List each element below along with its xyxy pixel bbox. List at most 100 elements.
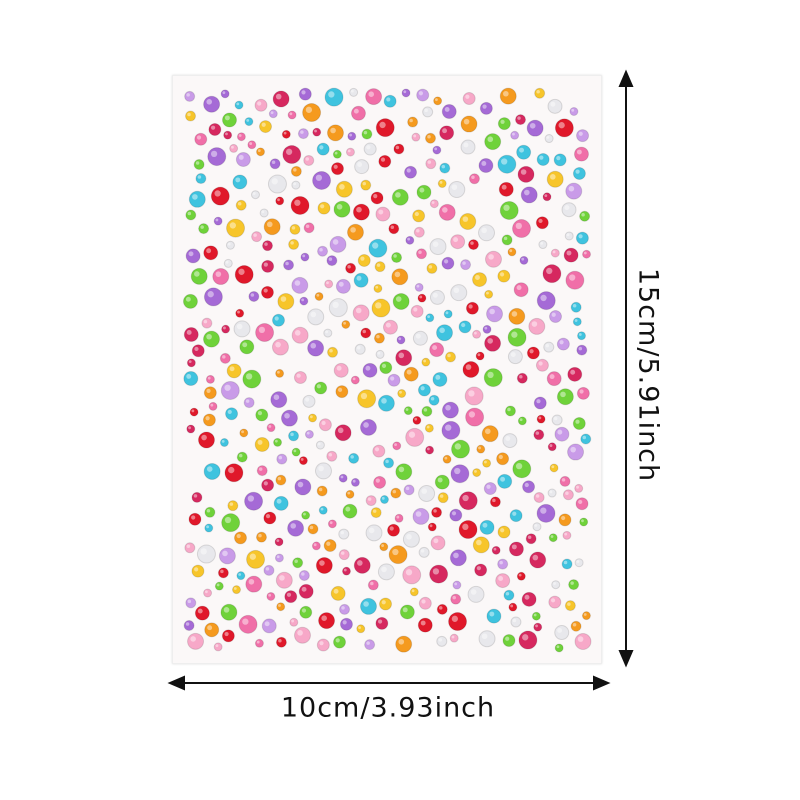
gem [572, 417, 586, 431]
gem-highlight [499, 560, 503, 565]
gem-highlight [539, 155, 544, 160]
gem [222, 112, 238, 128]
gem [338, 473, 348, 483]
gem [255, 323, 275, 343]
gem-highlight [305, 224, 310, 228]
gem [186, 358, 196, 368]
gem [317, 245, 329, 257]
gem [290, 165, 302, 177]
gem [276, 602, 286, 612]
gem-highlight [576, 560, 580, 563]
gem-highlight [319, 247, 323, 252]
gem-highlight [377, 619, 383, 624]
gem-highlight [325, 330, 329, 334]
gem [235, 199, 247, 211]
gem-highlight [454, 467, 461, 475]
gem [441, 104, 457, 120]
gem [221, 513, 241, 533]
gem-highlight [378, 209, 384, 215]
gem [307, 523, 319, 535]
gem-highlight [432, 292, 438, 298]
gem-highlight [333, 588, 339, 594]
gem-highlight [540, 241, 544, 245]
gem [479, 519, 495, 535]
gem-highlight [437, 477, 443, 483]
gem-highlight [237, 310, 240, 314]
gem [302, 103, 322, 123]
gem-highlight [206, 388, 211, 394]
gem-highlight [465, 364, 472, 370]
gem-highlight [332, 239, 339, 245]
gem-highlight [420, 386, 425, 391]
gem-highlight [320, 507, 324, 511]
gem-highlight [568, 185, 575, 192]
gem [486, 305, 504, 323]
gem [522, 480, 536, 494]
gem [236, 451, 248, 463]
gem-highlight [389, 526, 394, 531]
gem-highlight [293, 182, 297, 186]
gem-highlight [372, 509, 377, 513]
gem [387, 523, 401, 537]
gem-highlight [268, 593, 272, 597]
gem [353, 272, 369, 288]
gem [510, 616, 522, 628]
gem [342, 503, 358, 519]
gem [203, 386, 217, 400]
gem-highlight [413, 307, 418, 312]
gem-highlight [571, 108, 575, 112]
gem-highlight [519, 374, 523, 379]
gem-highlight [414, 211, 419, 217]
gem-highlight [326, 541, 331, 546]
gem [247, 140, 257, 150]
gem [272, 90, 290, 108]
gem-highlight [273, 394, 280, 400]
gem-highlight [231, 145, 234, 149]
gem [263, 511, 277, 525]
gem [478, 224, 496, 242]
gem-highlight [238, 453, 243, 458]
gem [370, 507, 382, 519]
gem-highlight [535, 431, 540, 435]
gem-highlight [499, 272, 505, 277]
gem-highlight [406, 534, 412, 540]
gem [508, 541, 524, 557]
gem-highlight [290, 523, 297, 529]
gem-highlight [577, 636, 584, 642]
gem-highlight [570, 581, 574, 585]
gem-highlight [275, 341, 281, 348]
gem [507, 327, 527, 347]
gem-highlight [249, 553, 257, 560]
gem-highlight [280, 296, 287, 302]
gem-highlight [356, 206, 362, 213]
gem-highlight [396, 515, 400, 519]
gem-highlight [498, 576, 504, 581]
gem-highlight [355, 307, 362, 314]
gem-highlight [553, 582, 556, 585]
gem [349, 87, 359, 97]
gem [203, 95, 221, 113]
gem-highlight [419, 187, 425, 193]
gem [187, 632, 205, 650]
gem [350, 477, 360, 487]
gem-highlight [310, 342, 317, 349]
gem [432, 371, 448, 387]
gem [291, 447, 301, 457]
gem-highlight [563, 560, 568, 565]
gem-highlight [196, 135, 202, 140]
gem-highlight [538, 361, 543, 366]
gem [437, 492, 449, 504]
gem-highlight [305, 397, 310, 402]
gem-highlight [564, 532, 568, 536]
height-label: 15cm/5.91inch [632, 267, 664, 483]
gem-highlight [463, 142, 469, 148]
gem [515, 114, 527, 126]
gem [328, 298, 348, 318]
gem-highlight [207, 625, 213, 631]
gem-highlight [517, 116, 521, 120]
gem-highlight [478, 446, 481, 450]
gem-highlight [481, 227, 487, 234]
gem-highlight [445, 311, 449, 315]
gem [525, 533, 537, 545]
gem [569, 107, 579, 117]
